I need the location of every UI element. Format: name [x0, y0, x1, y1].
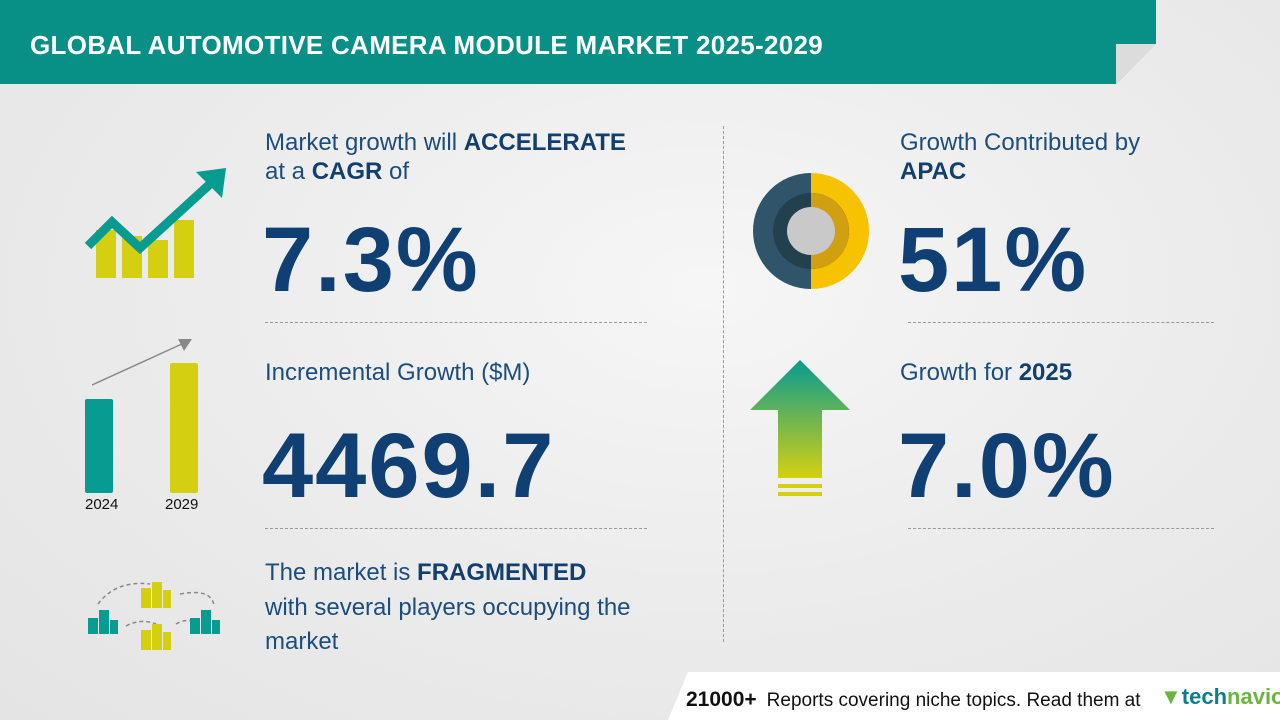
fragmented-line1: The market is FRAGMENTED — [265, 559, 587, 586]
region-name: APAC — [900, 158, 967, 185]
divider — [265, 322, 647, 323]
year-label-2029: 2029 — [165, 496, 199, 513]
divider — [908, 322, 1214, 323]
incremental-label: Incremental Growth ($M) — [265, 359, 531, 386]
bar-growth-icon — [85, 339, 198, 493]
divider — [265, 528, 647, 529]
bar-2024 — [85, 399, 113, 493]
fragmented-line2: with several players occupying the — [265, 594, 631, 621]
donut-chart-icon — [753, 173, 869, 289]
growth-year-label: Growth for 2025 — [900, 359, 1073, 386]
footer-text: 21000+ Reports covering niche topics. Rea… — [686, 688, 1141, 711]
header-banner — [0, 0, 1156, 84]
up-arrow-icon — [750, 360, 850, 496]
vertical-divider — [723, 126, 724, 642]
cagr-value: 7.3% — [262, 209, 480, 311]
fragmented-line3: market — [265, 628, 339, 655]
footer-bar — [668, 672, 1280, 720]
region-label: Growth Contributed by — [900, 129, 1141, 156]
buildings-network-icon — [88, 582, 220, 650]
cagr-text-line2: at a CAGR of — [265, 158, 410, 185]
divider — [908, 528, 1214, 529]
growth-year-value: 7.0% — [898, 415, 1116, 517]
incremental-value: 4469.7 — [262, 415, 556, 517]
region-value: 51% — [898, 209, 1089, 311]
technavio-logo[interactable]: ▼technavio — [1160, 684, 1280, 709]
bar-2029 — [170, 363, 198, 493]
page-title: GLOBAL AUTOMOTIVE CAMERA MODULE MARKET 2… — [30, 30, 824, 60]
cagr-text-line1: Market growth will ACCELERATE — [265, 129, 626, 156]
year-label-2024: 2024 — [85, 496, 119, 513]
growth-chart-icon — [84, 168, 226, 278]
